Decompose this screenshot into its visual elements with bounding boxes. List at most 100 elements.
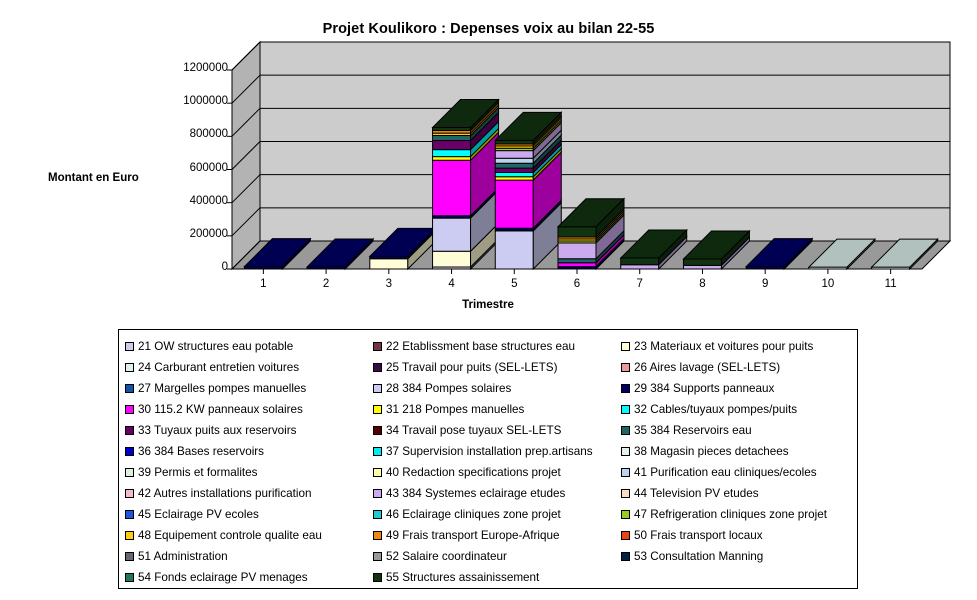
legend-label: 42 Autres installations purification [138,486,312,500]
legend-label: 35 384 Reservoirs eau [634,423,752,437]
legend-item: 54 Fonds eclairage PV menages [125,567,373,588]
stacked-bar [368,227,438,271]
legend-item: 53 Consultation Manning [621,546,851,567]
bar-segment-front [557,262,597,268]
legend-item: 51 Administration [125,546,373,567]
bar-top-cap [305,238,375,268]
legend-item: 50 Frais transport locaux [621,525,851,546]
x-axis-tick-label: 9 [761,278,769,290]
stacked-bar [556,197,626,271]
legend-swatch [621,405,630,414]
legend-label: 50 Frais transport locaux [634,528,763,542]
legend-label: 55 Structures assainissement [386,570,540,584]
legend-swatch [125,426,134,435]
legend-item: 31 218 Pompes manuelles [373,399,621,420]
legend-item: 23 Materiaux et voitures pour puits [621,336,851,357]
x-axis-tick-label: 2 [322,278,330,290]
legend-swatch [621,426,630,435]
legend-label: 49 Frais transport Europe-Afrique [386,528,560,542]
legend-label: 27 Margelles pompes manuelles [138,381,307,395]
stacked-bar [243,237,312,271]
legend-label: 28 384 Pompes solaires [386,381,512,395]
legend-label: 24 Carburant entretien voitures [138,360,300,374]
bar-segment-front [494,171,534,178]
bar-segment-front [369,258,409,270]
legend-swatch [373,342,382,351]
legend-label: 47 Refrigeration cliniques zone projet [634,507,827,521]
bar-segment-front [557,242,597,260]
stacked-bar [494,111,563,271]
legend-swatch [125,489,134,498]
legend-item: 32 Cables/tuyaux pompes/puits [621,399,851,420]
legend-item: 44 Television PV etudes [621,483,851,504]
legend-swatch [125,384,134,393]
legend-item: 37 Supervision installation prep.artisan… [373,441,621,462]
bar-top-cap [494,111,563,141]
bar-segment-front [432,149,472,158]
bar-top-cap [556,198,626,228]
legend-swatch [125,573,134,582]
y-axis-tick-label: 800000 [189,128,228,141]
legend-item: 21 OW structures eau potable [125,336,373,357]
bar-segment-front [557,226,597,238]
legend-swatch [125,552,134,561]
legend-swatch [373,510,382,519]
legend-item: 22 Etablissment base structures eau [373,336,621,357]
legend-swatch [373,384,382,393]
y-axis-depth-connector [231,207,261,237]
legend-item: 55 Structures assainissement [373,567,621,588]
legend-item: 28 384 Pompes solaires [373,378,621,399]
y-axis-depth-connector [231,41,261,71]
bar-segment-front [620,264,660,270]
stacked-bar [619,228,688,271]
legend-swatch [621,489,630,498]
bar-segment-front [432,159,472,217]
x-axis-tick-label: 5 [511,278,518,290]
x-axis-tick-label: 11 [884,278,897,290]
y-axis-tick-label: 1200000 [183,62,228,74]
legend-swatch [373,447,382,456]
legend-item: 36 384 Bases reservoirs [125,441,373,462]
x-axis-tick-label: 8 [699,278,706,290]
legend-label: 52 Salaire coordinateur [386,549,507,563]
y-axis-depth-connector [231,74,261,104]
x-axis-tick-label: 7 [636,278,643,290]
legend-swatch [621,552,630,561]
legend-label: 21 OW structures eau potable [138,339,294,353]
bar-segment-front [494,179,534,229]
legend-swatch [125,531,134,540]
legend-swatch [621,468,630,477]
legend-label: 41 Purification eau cliniques/ecoles [634,465,817,479]
y-axis-tick-label: 1000000 [183,95,228,108]
bar-segment-front [494,167,534,173]
legend-swatch [125,405,134,414]
legend-item: 48 Equipement controle qualite eau [125,525,373,546]
legend-label: 31 218 Pompes manuelles [386,402,525,416]
bar-top-cap [744,238,814,268]
legend-item: 35 384 Reservoirs eau [621,420,851,441]
legend-label: 26 Aires lavage (SEL-LETS) [634,360,781,374]
legend-item: 29 384 Supports panneaux [621,378,851,399]
bar-segment-front [620,257,660,266]
legend-item: 46 Eclairage cliniques zone projet [373,504,621,525]
legend-swatch [621,342,630,351]
legend-label: 53 Consultation Manning [634,549,764,563]
legend-label: 38 Magasin pieces detachees [634,444,789,458]
legend-label: 32 Cables/tuyaux pompes/puits [634,402,798,416]
legend-swatch [373,531,382,540]
stacked-bar [682,229,751,271]
bar-segment-front [494,150,534,159]
bar-top-cap [431,99,500,129]
legend-item: 52 Salaire coordinateur [373,546,621,567]
y-axis-tick-label: 200000 [189,227,228,240]
legend-label: 33 Tuyaux puits aux reservoirs [138,423,297,437]
bar-segment-front [557,258,597,264]
legend-swatch [373,468,382,477]
legend-swatch [125,510,134,519]
legend-label: 40 Redaction specifications projet [386,465,561,479]
legend-label: 48 Equipement controle qualite eau [138,528,322,542]
legend-swatch [621,447,630,456]
legend-item: 43 384 Systemes eclairage etudes [373,483,621,504]
x-axis-tick-label: 1 [260,278,267,290]
legend-swatch [621,384,630,393]
